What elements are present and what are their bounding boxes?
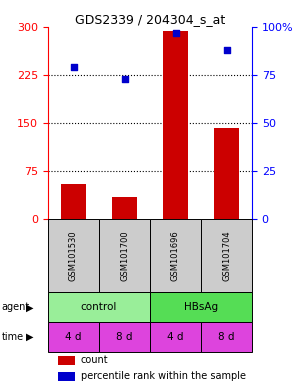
FancyBboxPatch shape: [99, 219, 150, 293]
FancyBboxPatch shape: [150, 219, 201, 293]
Bar: [112, 197, 137, 219]
Bar: [61, 184, 86, 219]
Point: [71, 64, 76, 70]
Text: agent: agent: [2, 302, 30, 312]
Text: ▶: ▶: [26, 332, 34, 342]
Point: [122, 76, 127, 82]
FancyBboxPatch shape: [201, 219, 252, 293]
Text: GSM101704: GSM101704: [222, 230, 231, 281]
FancyBboxPatch shape: [150, 322, 201, 352]
Bar: [58, 372, 74, 381]
Text: GSM101530: GSM101530: [69, 230, 78, 281]
FancyBboxPatch shape: [48, 293, 150, 322]
Bar: [58, 356, 74, 365]
Text: 4 d: 4 d: [167, 332, 184, 342]
FancyBboxPatch shape: [201, 322, 252, 352]
Text: percentile rank within the sample: percentile rank within the sample: [81, 371, 246, 381]
Text: GSM101700: GSM101700: [120, 230, 129, 281]
FancyBboxPatch shape: [99, 322, 150, 352]
Text: 8 d: 8 d: [218, 332, 235, 342]
Point: [173, 30, 178, 36]
FancyBboxPatch shape: [48, 322, 99, 352]
Bar: [163, 31, 188, 219]
Text: 4 d: 4 d: [65, 332, 82, 342]
FancyBboxPatch shape: [150, 293, 252, 322]
FancyBboxPatch shape: [48, 219, 99, 293]
Point: [224, 47, 229, 53]
Text: HBsAg: HBsAg: [184, 302, 218, 312]
Text: count: count: [81, 355, 108, 365]
Text: ▶: ▶: [26, 302, 34, 312]
Text: time: time: [2, 332, 24, 342]
Text: GSM101696: GSM101696: [171, 230, 180, 281]
Text: control: control: [81, 302, 117, 312]
Bar: [214, 127, 239, 219]
Title: GDS2339 / 204304_s_at: GDS2339 / 204304_s_at: [75, 13, 225, 26]
Text: 8 d: 8 d: [116, 332, 133, 342]
